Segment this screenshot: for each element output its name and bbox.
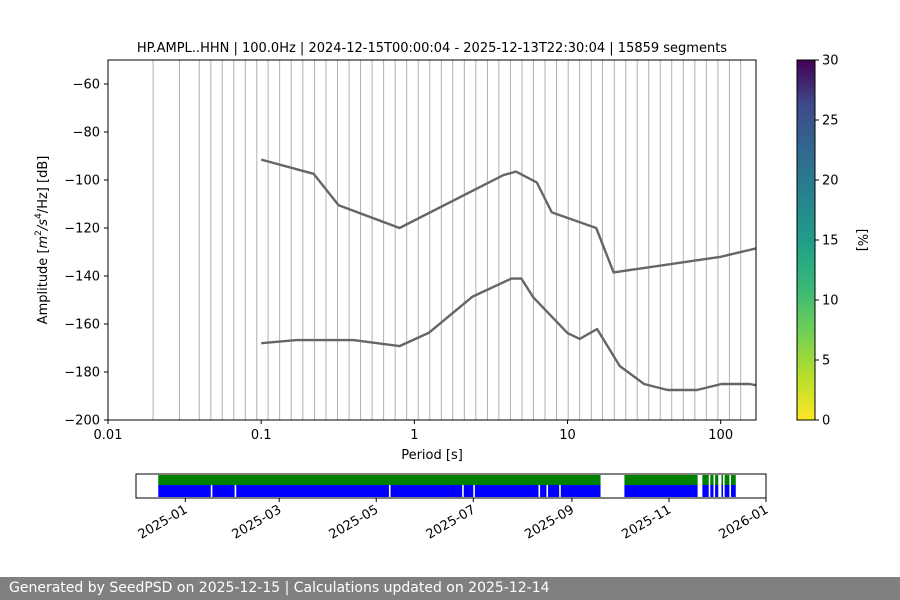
y-label-m: m xyxy=(36,236,51,249)
x-tick-label: 10 xyxy=(559,428,576,443)
colorbar xyxy=(796,59,816,421)
y-tick-label: −160 xyxy=(64,318,100,333)
timeline-top-band xyxy=(715,475,719,485)
nhnm-curve xyxy=(260,158,756,274)
timeline-tick-label: 2025-09 xyxy=(522,502,577,542)
timeline-gap xyxy=(603,475,606,497)
footer-bar: Generated by SeedPSD on 2025-12-15 | Cal… xyxy=(0,577,900,600)
y-label-sup4: 4 xyxy=(34,213,44,219)
timeline-bottom-band xyxy=(158,485,211,497)
y-tick-label: −80 xyxy=(73,126,100,141)
y-tick-label: −60 xyxy=(73,78,100,93)
colorbar-tick-label: 15 xyxy=(822,234,839,249)
timeline-ticks: 2025-01 2025-03 2025-05 2025-07 2025-09 2025-… xyxy=(136,498,771,543)
colorbar-tick-label: 5 xyxy=(822,354,830,369)
timeline-bottom-band xyxy=(474,485,539,497)
footer-text: Generated by SeedPSD on 2025-12-15 | Cal… xyxy=(9,580,550,596)
colorbar-tick-label: 25 xyxy=(822,114,839,129)
timeline-top-band xyxy=(731,475,736,485)
timeline-bottom-band xyxy=(236,485,389,497)
timeline-tick-label: 2025-11 xyxy=(619,502,674,542)
timeline-frame xyxy=(135,473,767,499)
y-label-sup2: 2 xyxy=(34,230,44,236)
y-axis-ticks: −200 −180 −160 −140 −120 −100 −80 −60 xyxy=(64,78,108,429)
timeline-bottom-band xyxy=(463,485,474,497)
x-tick-label: 100 xyxy=(708,428,733,443)
y-tick-label: −100 xyxy=(64,174,100,189)
timeline-bottom-band xyxy=(212,485,235,497)
timeline-top-band xyxy=(158,475,601,485)
y-label-mid: /s xyxy=(36,219,51,231)
timeline-tick-label: 2025-07 xyxy=(424,502,479,542)
timeline-bottom-band xyxy=(715,485,719,497)
colorbar-label: [%] xyxy=(854,229,869,252)
timeline-bottom-band xyxy=(731,485,736,497)
x-tick-label: 0.1 xyxy=(251,428,272,443)
colorbar-tick-label: 0 xyxy=(822,414,830,429)
timeline-top-band xyxy=(624,475,698,485)
y-tick-label: −180 xyxy=(64,366,100,381)
y-axis-label: Amplitude [m2/s4/Hz] [dB] xyxy=(34,156,51,325)
timeline-bottom-band xyxy=(560,485,601,497)
colorbar-tick-label: 10 xyxy=(822,294,839,309)
timeline-bottom-band xyxy=(721,485,724,497)
x-axis-label: Period [s] xyxy=(401,448,463,463)
timeline-bottom-band xyxy=(624,485,698,497)
timeline-top-band xyxy=(702,475,709,485)
y-tick-label: −120 xyxy=(64,222,100,237)
y-label-suffix: /Hz] [dB] xyxy=(36,156,51,214)
colorbar-ticks: 0 5 10 15 20 25 30 xyxy=(815,54,839,429)
y-tick-label: −140 xyxy=(64,270,100,285)
chart-title: HP.AMPL..HHN | 100.0Hz | 2024-12-15T00:0… xyxy=(137,41,727,56)
x-tick-label: 0.01 xyxy=(94,428,123,443)
x-axis-ticks: 0.01 0.1 1 10 100 xyxy=(94,420,733,443)
y-label-prefix: Amplitude [ xyxy=(36,248,51,324)
timeline-bottom-band xyxy=(702,485,709,497)
timeline-bottom-band xyxy=(710,485,714,497)
colorbar-tick-label: 20 xyxy=(822,174,839,189)
timeline-tick-label: 2025-05 xyxy=(327,502,382,542)
timeline-bottom-band xyxy=(390,485,463,497)
nlnm-curve xyxy=(261,277,756,392)
timeline-top-band xyxy=(724,475,730,485)
x-tick-label: 1 xyxy=(410,428,418,443)
data-availability-timeline xyxy=(158,475,736,497)
timeline-tick-label: 2025-03 xyxy=(230,502,285,542)
timeline-top-band xyxy=(721,475,724,485)
timeline-gap xyxy=(608,475,612,497)
timeline-bottom-band xyxy=(724,485,730,497)
noise-models xyxy=(260,158,756,392)
timeline-tick-label: 2026-01 xyxy=(716,502,771,542)
period-grid xyxy=(152,60,742,420)
timeline-bottom-band xyxy=(540,485,547,497)
colorbar-tick-label: 30 xyxy=(822,54,839,69)
y-tick-label: −200 xyxy=(64,414,100,429)
timeline-top-band xyxy=(710,475,714,485)
timeline-bottom-band xyxy=(548,485,560,497)
plot-frame xyxy=(107,59,757,421)
timeline-tick-label: 2025-01 xyxy=(136,502,191,542)
